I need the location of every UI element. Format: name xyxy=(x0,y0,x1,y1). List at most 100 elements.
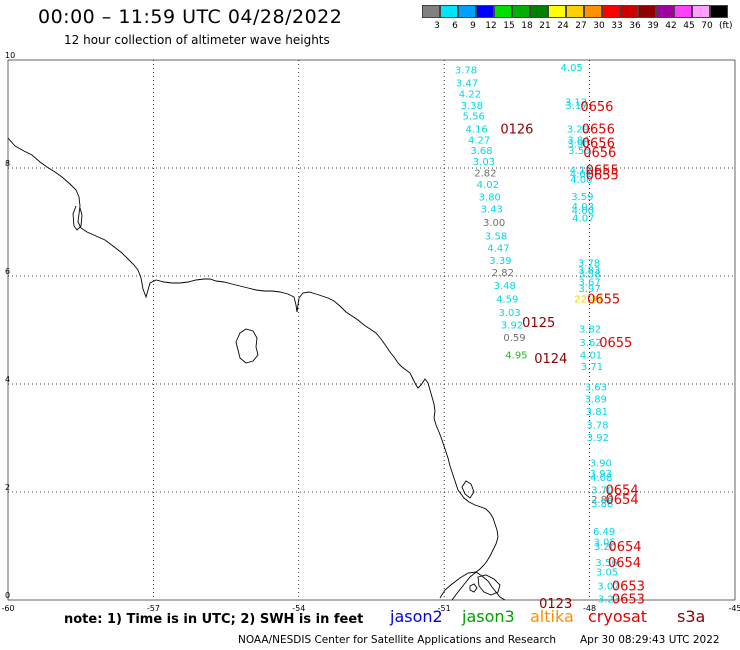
x-tick-label: -60 xyxy=(1,604,14,613)
swh-value: 4.00 xyxy=(572,206,594,217)
pass-time-label: 0654 xyxy=(606,483,639,498)
pass-time-label: 0656 xyxy=(583,146,616,161)
swh-value: 3.23 xyxy=(598,594,620,605)
legend-label: 3 xyxy=(434,21,440,31)
legend-swatch xyxy=(440,5,458,18)
swh-value: 3.89 xyxy=(585,395,607,406)
swh-value: 3.55 xyxy=(568,146,590,157)
legend-swatch xyxy=(512,5,530,18)
swh-value: 4.95 xyxy=(505,350,527,361)
swh-value: 4.22 xyxy=(459,89,481,100)
swh-value: 3.05 xyxy=(593,538,615,549)
pass-time-label: 0655 xyxy=(586,168,619,183)
legend-label: 45 xyxy=(683,21,695,31)
sat-s3a: s3a xyxy=(677,607,706,626)
island-marajo xyxy=(477,574,501,596)
swh-value: 3.07 xyxy=(597,581,619,592)
legend-label: 39 xyxy=(647,21,659,31)
swh-value: 4.05 xyxy=(561,63,583,74)
legend-swatch xyxy=(602,5,620,18)
legend-label: 12 xyxy=(485,21,497,31)
swh-value: 3.05 xyxy=(596,567,618,578)
pass-time-label: 0655 xyxy=(587,293,620,308)
swh-value: 4.59 xyxy=(496,295,518,306)
swh-value: 3.82 xyxy=(579,324,601,335)
legend-swatch xyxy=(494,5,512,18)
pass-time-label: 0654 xyxy=(606,493,639,508)
swh-value: 6.49 xyxy=(593,527,615,538)
swh-value: 4.07 xyxy=(572,214,594,225)
y-tick-label: 4 xyxy=(5,375,10,384)
pass-time-label: 0125 xyxy=(522,316,555,331)
swh-value: 3.03 xyxy=(473,157,495,168)
legend-label: 6 xyxy=(452,21,458,31)
coastline-mainland xyxy=(7,137,499,601)
legend-swatch xyxy=(548,5,566,18)
legend-swatch xyxy=(422,5,440,18)
coastline-inlet xyxy=(461,480,475,499)
swh-value: 4.03 xyxy=(572,202,594,213)
swh-value: 3.81 xyxy=(586,407,608,418)
swh-value: 3.58 xyxy=(578,269,600,280)
swh-value: 3.71 xyxy=(581,362,603,373)
swh-value: 3.68 xyxy=(470,146,492,157)
legend-swatch xyxy=(566,5,584,18)
swh-value: 3.93 xyxy=(590,469,612,480)
swh-value: 3.58 xyxy=(485,232,507,243)
swh-value: 3.78 xyxy=(578,259,600,270)
legend-swatch xyxy=(458,5,476,18)
swh-value: 3.56 xyxy=(595,558,617,569)
x-tick-label: -48 xyxy=(583,604,596,613)
y-tick-label: 8 xyxy=(5,159,10,168)
lake-island xyxy=(235,328,259,364)
x-tick-label: -51 xyxy=(438,604,451,613)
swh-value: 4.02 xyxy=(477,180,499,191)
swh-value: 3.03 xyxy=(498,308,520,319)
axis-tick-labels: -60 -57 -54 -51 -48 -45 0 2 4 6 8 10 xyxy=(1,51,740,613)
footer-credit: NOAA/NESDIS Center for Satellite Applica… xyxy=(238,634,556,646)
sat-jason2: jason2 xyxy=(390,607,443,626)
swh-value: 3.63 xyxy=(585,383,607,394)
pass-time-label: 0126 xyxy=(500,123,533,138)
sat-cryosat: cryosat xyxy=(588,607,648,626)
swh-value: 2.86 xyxy=(591,495,613,506)
sat-jason3: jason3 xyxy=(462,607,515,626)
altimeter-tracks: 3.783.474.223.385.564.164.273.683.032.82… xyxy=(455,63,620,605)
swh-value: 4.47 xyxy=(487,243,509,254)
swh-value: 3.43 xyxy=(481,205,503,216)
legend-label: 18 xyxy=(521,21,533,31)
legend-label: 36 xyxy=(629,21,641,31)
swh-value: 3.48 xyxy=(494,281,516,292)
swh-value: 3.38 xyxy=(461,101,483,112)
pass-time-label: 0653 xyxy=(612,592,645,607)
swh-value: 22.44 xyxy=(574,295,603,306)
pass-time-label: 0654 xyxy=(608,540,641,555)
pass-time-label: 0653 xyxy=(612,579,645,594)
swh-value: 3.78 xyxy=(455,66,477,77)
swh-value: 2.82 xyxy=(474,168,496,179)
legend-swatch xyxy=(530,5,548,18)
legend-unit: (ft) xyxy=(719,21,733,31)
legend-swatch xyxy=(638,5,656,18)
legend-label: 70 xyxy=(701,21,713,31)
swh-value: 3.47 xyxy=(456,79,478,90)
swh-value: 4.01 xyxy=(570,169,592,180)
footer-timestamp: Apr 30 08:29:43 UTC 2022 xyxy=(580,634,720,646)
swh-value: 3.59 xyxy=(571,192,593,203)
swh-value: 4.16 xyxy=(466,125,488,136)
swh-value: 0.59 xyxy=(503,333,525,344)
coastline-river-mouth xyxy=(439,571,506,601)
swh-value: 3.62 xyxy=(579,338,601,349)
legend-label: 9 xyxy=(470,21,476,31)
x-tick-label: -54 xyxy=(292,604,305,613)
swh-value: 3.97 xyxy=(578,284,600,295)
swh-value: 3.90 xyxy=(590,458,612,469)
swh-value: 3.83 xyxy=(578,266,600,277)
legend-label: 30 xyxy=(593,21,605,31)
swh-value: 3.17 xyxy=(565,101,587,112)
page-subtitle: 12 hour collection of altimeter wave hei… xyxy=(64,33,330,47)
legend-label: 15 xyxy=(503,21,515,31)
legend-label: 27 xyxy=(575,21,587,31)
swh-value: 3.80 xyxy=(479,193,501,204)
